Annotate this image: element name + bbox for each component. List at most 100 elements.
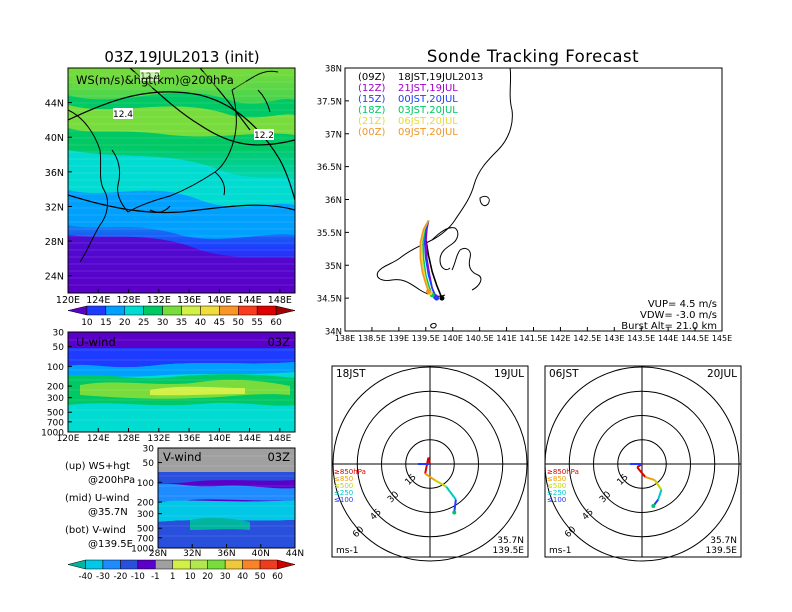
level-legend: ≤250: [547, 489, 566, 497]
lat-tick-label: 40N: [252, 549, 270, 559]
legend-time-z: (15Z): [358, 94, 385, 105]
v-wind-lat-ticks: 28N 32N 36N 40N 44N: [149, 544, 304, 559]
lon-tick-label: 144.5E: [681, 334, 709, 343]
colorbar-tick-label: 10: [81, 318, 93, 328]
level-legend: ≤850: [547, 475, 566, 483]
colorbar-tick-label: 55: [251, 318, 262, 328]
lat-tick-label: 34.5N: [317, 295, 342, 305]
pressure-tick-label: 700: [47, 418, 64, 428]
hodograph-frame: [544, 365, 742, 558]
hodograph-segment: [636, 466, 647, 478]
lon-tick-label: 142.5E: [573, 334, 601, 343]
level-legend: ≥850hPa: [547, 468, 579, 476]
level-legend: ≤250: [334, 489, 353, 497]
hodograph-segment: [453, 499, 457, 513]
legend-time-jst: 06JST,20JUL: [398, 116, 458, 127]
wind-component-colorbar: -40 -30 -20 -10 -1 1 10 20 30 40 50 60: [67, 559, 296, 582]
pressure-tick-label: 700: [137, 534, 154, 544]
wind-map-label: WS(m/s)&hgt(km)@200hPa: [76, 73, 234, 87]
landing-point: [425, 289, 431, 295]
contour-label: 12.2: [140, 72, 160, 82]
hodograph-segment: [644, 475, 656, 482]
lon-tick-label: 142E: [550, 334, 570, 343]
colorbar-swatch: [120, 559, 139, 570]
colorbar-tick-label: 20: [202, 572, 213, 582]
colorbar-tick-label: 15: [100, 318, 111, 328]
colorbar-tick-label: -10: [131, 572, 145, 582]
lat-tick-label: 34N: [325, 328, 342, 338]
hodograph-time: 18JST: [336, 368, 366, 380]
lon-tick-label: 128E: [116, 295, 140, 306]
hodograph-lon: 139.5E: [493, 546, 525, 556]
lon-tick-label: 136E: [178, 434, 201, 444]
colorbar-swatch: [277, 559, 296, 570]
colorbar-swatch: [219, 305, 239, 316]
pressure-tick-label: 50: [143, 459, 155, 469]
lon-tick-label: 124E: [86, 295, 110, 306]
colorbar-tick-label: 35: [176, 318, 187, 328]
descent-speed: VDW= -3.0 m/s: [640, 310, 717, 321]
panel-notes: (up) WS+hgt @200hPa (mid) U-wind @35.7N …: [65, 461, 135, 550]
legend-time-jst: 03JST,20JUL: [398, 105, 458, 116]
colorbar-swatch: [124, 305, 144, 316]
level-legend: ≤850: [334, 475, 353, 483]
lon-tick-label: 128E: [117, 434, 140, 444]
lat-tick-label: 40N: [45, 133, 64, 144]
trajectory-line: [423, 220, 438, 299]
wind-map-field: 12.4 12.2 12.2: [68, 68, 295, 293]
hodograph-date: 20JUL: [707, 368, 737, 380]
lat-tick-label: 35N: [325, 262, 342, 272]
coastline-lines: [68, 70, 279, 263]
colorbar-tick-label: -1: [151, 572, 159, 582]
colorbar-swatch: [181, 305, 201, 316]
colorbar-swatch: [259, 559, 278, 570]
wind-map-title: 03Z,19JUL2013 (init): [104, 48, 259, 66]
lat-tick-label: 36N: [325, 196, 342, 206]
hodograph-lat: 35.7N: [497, 536, 524, 546]
hodograph-end-point: [452, 510, 457, 515]
hodograph-end-point: [651, 504, 656, 509]
lat-tick-label: 38N: [325, 65, 342, 75]
pressure-tick-label: 200: [137, 499, 154, 509]
lat-tick-label: 32N: [45, 202, 64, 213]
legend-time-jst: 21JST,19JUL: [398, 83, 458, 94]
lon-tick-label: 141E: [496, 334, 516, 343]
pressure-tick-label: 100: [137, 479, 154, 489]
lon-tick-label: 145E: [712, 334, 732, 343]
lat-tick-label: 37N: [325, 130, 342, 140]
colorbar-swatch: [155, 559, 174, 570]
note-bot: (bot) V-wind: [65, 525, 126, 536]
height-contours: [68, 68, 295, 214]
colorbar-tick-label: 30: [220, 572, 231, 582]
legend-time-z: (00Z): [358, 127, 385, 138]
lat-tick-label: 28N: [45, 237, 64, 248]
ascent-speed: VUP= 4.5 m/s: [648, 299, 717, 310]
lat-tick-label: 36N: [45, 168, 64, 179]
u-wind-frame: [67, 331, 296, 433]
u-wind-lon-ticks: 120E 124E 128E 132E 136E 140E 144E 148E: [57, 428, 292, 444]
legend-time-z: (09Z): [358, 72, 385, 83]
colorbar-swatch: [200, 305, 220, 316]
lon-tick-label: 148E: [268, 295, 292, 306]
lon-tick-label: 143E: [604, 334, 624, 343]
wind-speed-colorbar: 10 15 20 25 30 35 40 45 50 55 60: [67, 305, 296, 328]
hodograph-date: 19JUL: [494, 368, 524, 380]
lon-tick-label: 124E: [87, 434, 110, 444]
lon-tick-label: 120E: [56, 295, 80, 306]
level-legend: ≤100: [334, 496, 353, 504]
colorbar-tick-label: 10: [185, 572, 196, 582]
lon-tick-label: 132E: [147, 295, 171, 306]
colorbar-swatch: [137, 559, 156, 570]
note-mid-lat: @35.7N: [88, 507, 128, 518]
tracking-lon-ticks: 138E 138.5E 139E 139.5E 140E 140.5E 141E 141.5E…: [335, 327, 732, 343]
legend-time-jst: 00JST,20JUL: [398, 94, 458, 105]
colorbar-swatch: [242, 559, 261, 570]
lon-tick-label: 144E: [238, 434, 261, 444]
contour-label: 12.2: [254, 131, 274, 141]
pressure-tick-label: 30: [53, 329, 65, 339]
colorbar-swatch: [172, 559, 191, 570]
colorbar-tick-label: 60: [270, 318, 282, 328]
landing-point: [434, 295, 440, 301]
pressure-tick-label: 1000: [131, 545, 154, 555]
